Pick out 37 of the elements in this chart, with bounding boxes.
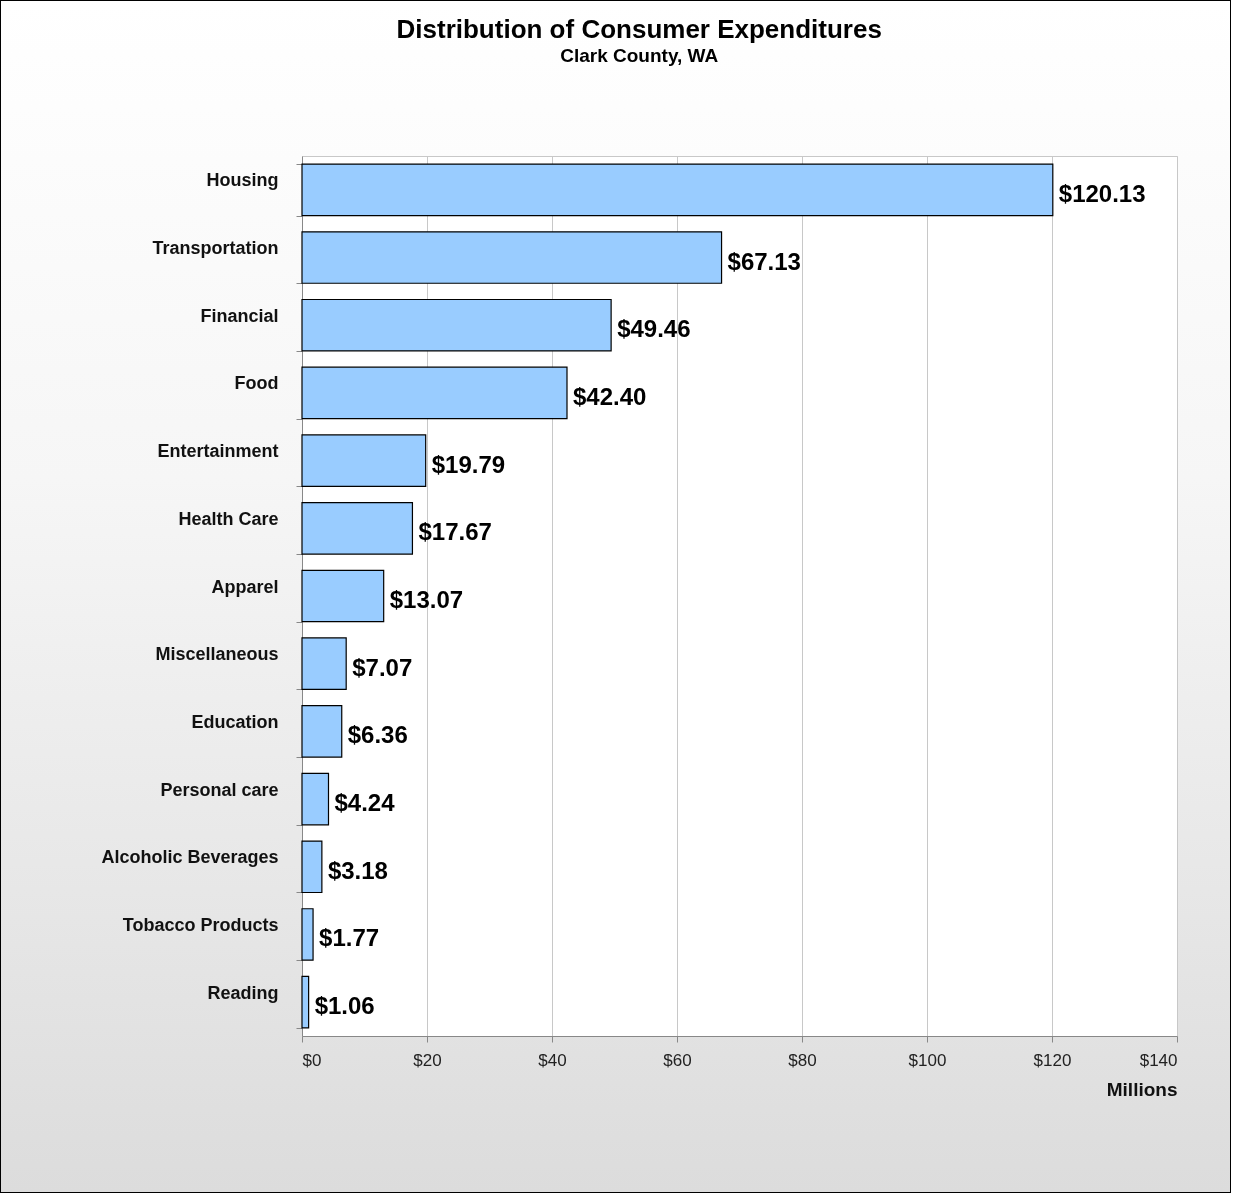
y-tick-label: Miscellaneous <box>155 644 279 665</box>
data-label: $17.67 <box>418 518 492 546</box>
data-label: $4.24 <box>334 789 396 817</box>
y-tick-label: Transportation <box>152 238 279 259</box>
data-label: $13.07 <box>389 586 464 613</box>
y-tick-label: Apparel <box>211 576 279 597</box>
y-tick-label: Reading <box>207 982 279 1003</box>
x-tick-label: $20 <box>413 1050 442 1070</box>
data-label: $3.18 <box>327 856 388 884</box>
data-label: $19.79 <box>431 450 506 478</box>
data-label: $1.77 <box>319 924 380 952</box>
y-tick-label: Tobacco Products <box>122 914 279 935</box>
x-tick-label: $120 <box>1033 1050 1072 1070</box>
x-tick-label: $80 <box>788 1050 817 1070</box>
chart-subtitle: Clark County, WA <box>560 45 719 66</box>
data-label: $120.13 <box>1058 179 1146 207</box>
data-label: $1.06 <box>314 992 375 1020</box>
x-axis-title: Millions <box>1106 1078 1178 1100</box>
y-tick-label: Food <box>234 373 279 394</box>
data-label: $67.13 <box>727 247 801 275</box>
x-tick-label: $60 <box>663 1050 692 1070</box>
y-tick-label: Financial <box>200 305 279 326</box>
y-tick-label: Education <box>191 711 279 732</box>
x-tick-label: $100 <box>908 1050 947 1070</box>
chart-title: Distribution of Consumer Expenditures <box>396 14 882 44</box>
y-tick-label: Personal care <box>160 779 279 800</box>
x-tick-label: $40 <box>538 1050 567 1070</box>
data-label: $6.36 <box>347 721 408 749</box>
data-label: $7.07 <box>352 653 413 681</box>
y-tick-label: Entertainment <box>157 441 279 462</box>
y-tick-label: Alcoholic Beverages <box>101 847 279 868</box>
x-tick-label: $140 <box>1139 1050 1178 1070</box>
x-tick-label: $0 <box>302 1050 322 1070</box>
data-label: $42.40 <box>573 382 647 410</box>
y-tick-label: Health Care <box>178 508 279 529</box>
y-tick-label: Housing <box>206 170 279 191</box>
data-label: $49.46 <box>617 315 691 343</box>
